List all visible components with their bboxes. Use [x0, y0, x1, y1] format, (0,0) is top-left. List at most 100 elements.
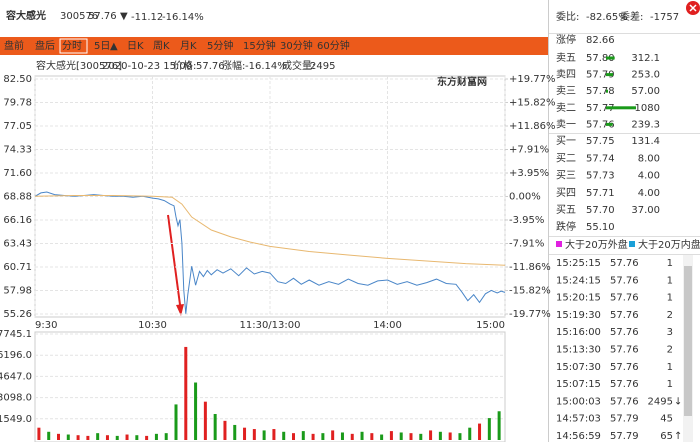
trade-time: 15:07:30 — [556, 362, 601, 373]
legend-swatch — [556, 241, 562, 247]
volume-bar — [57, 433, 60, 440]
trade-vol: 3 — [667, 327, 673, 338]
x-tick-label: 14:00 — [373, 320, 402, 331]
y-tick-label: 77.05 — [3, 121, 32, 132]
trade-vol: 65 — [660, 431, 673, 442]
volume-tick-label: 7745.1 — [0, 329, 32, 340]
trade-time: 15:20:15 — [556, 293, 601, 304]
trade-vol: 2 — [667, 310, 673, 321]
y2-tick-label: +15.82% — [509, 97, 556, 108]
volume-bar — [321, 433, 325, 440]
limit-down: 55.10 — [586, 222, 615, 233]
volume-bar — [223, 420, 227, 440]
legend-label: 大于20万外盘 — [565, 238, 628, 251]
ask-vol: 312.1 — [631, 53, 660, 64]
ask-vol: 1080 — [635, 103, 660, 114]
trade-vol: 1 — [667, 258, 673, 269]
price-change: -11.12 — [131, 12, 163, 23]
volume-bar — [37, 427, 41, 440]
info-pct-label: 涨幅: — [222, 59, 245, 72]
volume-bar — [468, 427, 472, 440]
info-datetime: 2020-10-23 15:00 — [102, 61, 192, 72]
volume-bar — [487, 418, 491, 440]
bid-vol: 37.00 — [631, 205, 660, 216]
info-vol-label: 成交量: — [282, 59, 315, 72]
tab: 60分钟 — [317, 39, 350, 52]
bid-label: 买四 — [556, 187, 576, 199]
trade-price: 57.79 — [610, 414, 639, 425]
scroll-thumb[interactable] — [684, 266, 692, 416]
limit-up-label: 涨停 — [556, 33, 576, 46]
trade-vol: 45 — [660, 414, 673, 425]
volume-bar — [96, 433, 100, 440]
bid-price: 57.71 — [586, 188, 615, 199]
ask-vol: 57.00 — [631, 86, 660, 97]
y2-tick-label: -3.95% — [509, 215, 544, 226]
ask-bar — [606, 73, 614, 77]
trade-time: 14:57:03 — [556, 414, 601, 425]
bid-label: 买一 — [556, 135, 576, 147]
volume-bar — [458, 433, 462, 440]
bid-label: 买三 — [556, 170, 576, 182]
limit-down-label: 跌停 — [556, 220, 576, 233]
info-pct: -16.14% — [245, 61, 287, 72]
volume-bar — [292, 433, 295, 440]
ask-label: 卖四 — [556, 69, 576, 81]
price-line — [34, 191, 506, 314]
ask-price: 57.78 — [586, 86, 615, 97]
y-tick-label: 63.43 — [3, 239, 32, 250]
volume-bar — [233, 424, 237, 440]
y2-tick-label: +7.91% — [509, 144, 549, 155]
trade-vol: 1 — [667, 293, 673, 304]
volume-bar — [389, 431, 393, 440]
y-tick-label: 74.33 — [3, 144, 32, 155]
ask-bar — [606, 56, 615, 60]
trade-vol: 1 — [667, 275, 673, 286]
volume-bar — [380, 434, 384, 440]
trade-time: 15:07:15 — [556, 379, 601, 390]
volume-tick-label: 6196.0 — [0, 350, 32, 361]
ask-label: 卖一 — [556, 118, 576, 130]
y2-tick-label: +3.95% — [509, 168, 549, 179]
bid-price: 57.70 — [586, 205, 615, 216]
average-line — [34, 195, 506, 266]
ask-label: 卖三 — [556, 85, 576, 97]
bid-vol: 4.00 — [638, 188, 660, 199]
tab: 周K — [153, 40, 170, 52]
volume-bar — [478, 423, 482, 440]
limit-up: 82.66 — [586, 35, 615, 46]
close-icon — [689, 4, 697, 12]
trade-vol: 2495 — [648, 396, 673, 407]
legend-swatch — [629, 241, 635, 247]
y-tick-label: 71.60 — [3, 168, 32, 179]
tab: 盘前 — [4, 39, 24, 52]
tab-bar — [0, 37, 548, 55]
volume-bar — [86, 435, 90, 440]
y-tick-label: 68.88 — [3, 192, 32, 203]
volume-bar — [350, 433, 354, 440]
ask-vol: 253.0 — [631, 70, 660, 81]
trade-time: 15:24:15 — [556, 275, 601, 286]
info-vol: 2495 — [310, 61, 335, 72]
volume-frame — [34, 331, 506, 442]
volume-bar — [194, 382, 198, 440]
bid-vol: 4.00 — [638, 171, 660, 182]
ask-price: 57.77 — [586, 103, 615, 114]
volume-bar — [399, 432, 403, 440]
volume-bar — [243, 427, 247, 440]
tab: 盘后 — [35, 39, 55, 52]
volume-bar — [252, 429, 256, 440]
volume-bar — [203, 401, 207, 440]
volume-bar — [154, 433, 158, 440]
volume-bar — [301, 431, 305, 440]
y2-tick-label: +19.77% — [509, 74, 556, 85]
tab-selected[interactable] — [59, 38, 88, 54]
watermark: 东方财富网 — [437, 75, 487, 88]
ask-bar — [606, 89, 608, 93]
volume-bar — [370, 433, 374, 440]
diff: -1757 — [650, 12, 679, 23]
trade-time: 15:19:30 — [556, 310, 601, 321]
trade-price: 57.76 — [610, 310, 639, 321]
bid-vol: 8.00 — [638, 153, 660, 164]
